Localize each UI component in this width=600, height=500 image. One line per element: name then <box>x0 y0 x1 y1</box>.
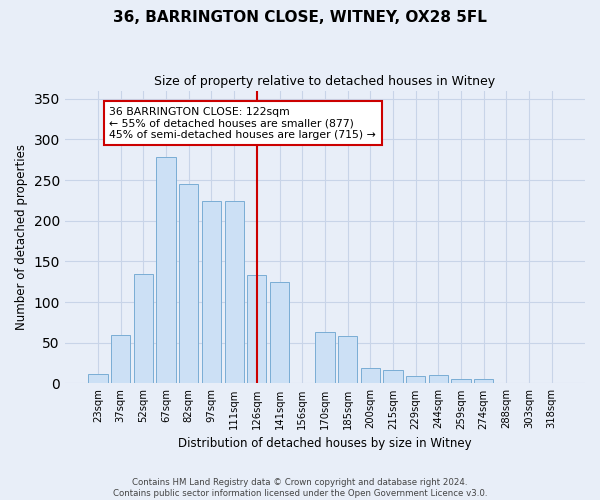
Bar <box>247 275 266 384</box>
Bar <box>134 274 153 384</box>
X-axis label: Distribution of detached houses by size in Witney: Distribution of detached houses by size … <box>178 437 472 450</box>
Y-axis label: Number of detached properties: Number of detached properties <box>15 144 28 330</box>
Bar <box>361 368 380 384</box>
Bar <box>179 184 199 384</box>
Bar <box>202 201 221 384</box>
Bar <box>428 376 448 384</box>
Text: 36 BARRINGTON CLOSE: 122sqm
← 55% of detached houses are smaller (877)
45% of se: 36 BARRINGTON CLOSE: 122sqm ← 55% of det… <box>109 107 376 140</box>
Bar <box>224 201 244 384</box>
Bar <box>338 336 357 384</box>
Title: Size of property relative to detached houses in Witney: Size of property relative to detached ho… <box>154 75 496 88</box>
Bar <box>88 374 108 384</box>
Bar <box>383 370 403 384</box>
Bar <box>451 380 470 384</box>
Bar <box>270 282 289 384</box>
Bar <box>474 378 493 384</box>
Bar <box>111 334 130 384</box>
Bar <box>315 332 335 384</box>
Text: Contains HM Land Registry data © Crown copyright and database right 2024.
Contai: Contains HM Land Registry data © Crown c… <box>113 478 487 498</box>
Bar <box>157 158 176 384</box>
Bar <box>406 376 425 384</box>
Text: 36, BARRINGTON CLOSE, WITNEY, OX28 5FL: 36, BARRINGTON CLOSE, WITNEY, OX28 5FL <box>113 10 487 25</box>
